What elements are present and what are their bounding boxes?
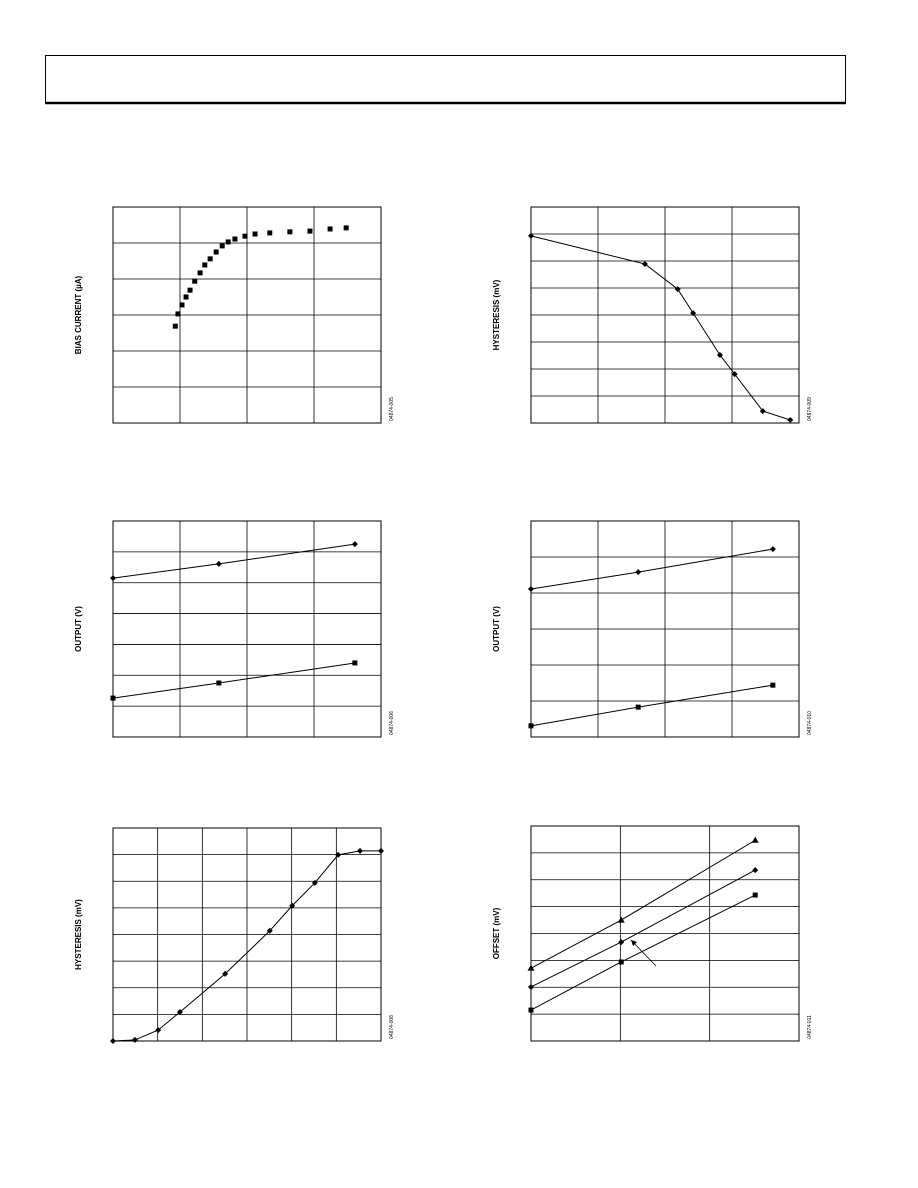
y-axis-label: BIAS CURRENT (µA): [74, 275, 83, 354]
marker: [267, 230, 273, 236]
marker: [327, 226, 333, 232]
figure-code: 04874-011: [807, 1015, 813, 1039]
marker: [197, 270, 203, 276]
series-line: [112, 662, 355, 699]
marker: [219, 243, 225, 249]
marker: [242, 233, 248, 239]
marker: [528, 723, 534, 729]
marker: [216, 680, 222, 686]
marker: [716, 351, 723, 358]
marker: [335, 851, 342, 858]
marker: [252, 231, 258, 237]
marker: [751, 836, 759, 843]
marker: [759, 408, 766, 415]
marker: [192, 278, 198, 284]
marker: [770, 682, 776, 688]
marker: [175, 311, 181, 317]
series-line: [530, 869, 756, 988]
marker: [311, 879, 318, 886]
series-line: [530, 548, 773, 590]
series-line: [112, 543, 355, 579]
marker: [352, 660, 358, 666]
plot-frame: [530, 520, 800, 738]
figure-code: 04874-008: [389, 1015, 395, 1039]
header-box: [45, 55, 846, 103]
marker: [110, 1038, 116, 1044]
figure-code: 04874-009: [807, 397, 813, 421]
marker: [179, 302, 185, 308]
marker: [752, 892, 758, 898]
y-axis-label: OUTPUT (V): [492, 606, 501, 652]
marker: [617, 916, 625, 923]
marker: [289, 902, 296, 909]
marker: [266, 927, 273, 934]
marker: [177, 1008, 183, 1015]
marker: [528, 983, 534, 990]
marker: [752, 867, 759, 874]
marker: [183, 294, 189, 300]
marker: [674, 286, 681, 293]
marker: [690, 310, 697, 317]
y-axis-label: HYSTERESIS (mV): [74, 899, 83, 970]
marker: [172, 323, 178, 329]
plot-frame: [112, 206, 382, 424]
plot-frame: [530, 206, 800, 424]
marker: [618, 939, 625, 946]
figure-code: 04874-006: [389, 711, 395, 735]
arrow-head: [631, 940, 637, 946]
marker: [528, 586, 534, 593]
marker: [187, 287, 193, 293]
y-axis-label: HYSTERESIS (mV): [492, 279, 501, 350]
plot-frame: [112, 520, 382, 738]
marker: [110, 575, 116, 582]
marker: [131, 1036, 138, 1043]
marker: [202, 262, 208, 268]
marker: [351, 541, 358, 548]
plot-frame: [530, 825, 800, 1042]
series-line: [530, 235, 791, 421]
figure-code: 04874-010: [807, 711, 813, 735]
series-line: [530, 684, 773, 727]
marker: [287, 229, 293, 235]
y-axis-label: OFFSET (mV): [492, 907, 501, 959]
marker: [343, 225, 349, 231]
marker: [635, 704, 641, 710]
marker: [528, 232, 534, 239]
series-line: [530, 839, 756, 969]
marker: [641, 260, 648, 267]
marker: [731, 371, 738, 378]
plot-frame: [112, 827, 382, 1042]
marker: [215, 560, 222, 567]
marker: [618, 959, 624, 965]
marker: [232, 236, 238, 242]
marker: [207, 256, 213, 262]
marker: [213, 249, 219, 255]
y-axis-label: OUTPUT (V): [74, 606, 83, 652]
marker: [307, 228, 313, 234]
marker: [378, 847, 384, 854]
marker: [225, 239, 231, 245]
marker: [222, 970, 229, 977]
marker: [527, 964, 535, 971]
marker: [110, 695, 116, 701]
marker: [787, 417, 794, 424]
marker: [769, 546, 776, 553]
marker: [635, 569, 642, 576]
marker: [155, 1027, 162, 1034]
marker: [357, 847, 364, 854]
marker: [528, 1007, 534, 1013]
annotation-arrow: [630, 939, 657, 967]
figure-code: 04874-005: [389, 397, 395, 421]
